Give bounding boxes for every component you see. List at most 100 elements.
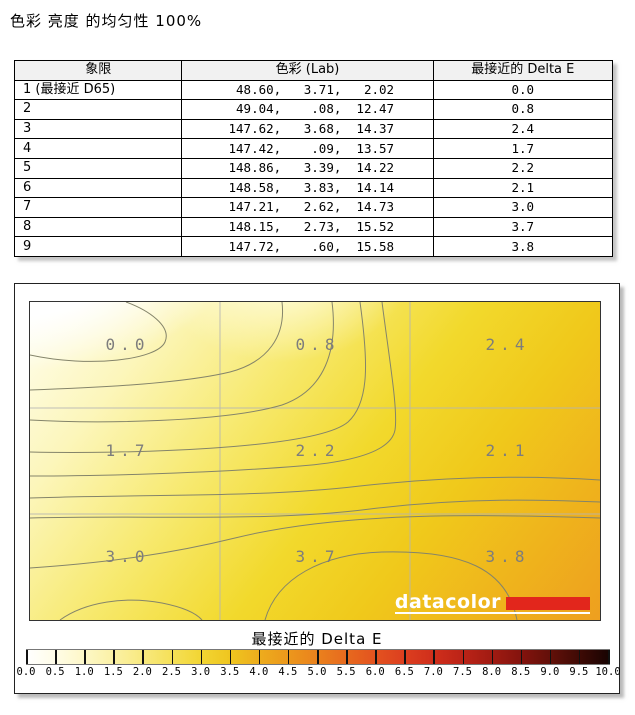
colorbar-tick [404,650,406,664]
table-cell-de: 2.4 [432,118,614,140]
colorbar-tick-label: 9.5 [569,666,589,678]
table-cell-de: 0.0 [432,79,614,101]
heatmap-cell: 0.0 [30,302,220,408]
colorbar-tick [258,650,261,664]
table-cell-quad: 6 [13,177,183,199]
table-cell-de: 3.0 [432,197,614,218]
colorbar-tick [317,650,319,664]
heatmap-cell-value: 0.8 [295,334,340,354]
contour-plot: 0.0 0.8 2.4 1.7 2.2 2.1 3.0 3.7 3.8 datacolor [29,301,601,621]
table-cell-lab: 147.62, 3.68, 14.37 [181,118,434,140]
heatmap-cell: 1.7 [30,408,220,514]
colorbar-title: 最接近的 Delta E [251,630,383,648]
heatmap-cell-value: 3.0 [105,546,150,566]
colorbar-tick [549,650,552,664]
colorbar-tick [84,650,86,664]
colorbar-tick [462,650,464,664]
heatmap-cell: 3.7 [220,514,410,620]
table-cell-quad: 5 [13,157,183,179]
colorbar-tick-label: 2.0 [132,666,152,678]
table-cell-quad: 3 [13,118,183,140]
colorbar-tick-label: 3.5 [220,666,240,678]
uniformity-table: 象限 色彩 (Lab) 最接近的 Delta E 1 (最接近 D65) 48.… [13,60,614,257]
table-header-delta-e: 最接近的 Delta E [432,60,614,81]
uniformity-table-body: 1 (最接近 D65) 48.60, 3.71, 2.02 0.0 2 49.04,… [13,79,614,257]
colorbar-tick-label: 4.5 [278,666,298,678]
colorbar-tick-label: 10.0 [595,666,621,678]
table-cell-quad: 2 [13,99,183,120]
colorbar-tick [287,650,290,664]
table-row: 7 147.21, 2.62, 14.73 3.0 [13,197,614,218]
table-header-lab: 色彩 (Lab) [181,60,434,81]
colorbar-tick-label: 0.0 [16,666,36,678]
colorbar-gradient [26,649,610,665]
table-row: 4 147.42, .09, 13.57 1.7 [13,138,614,159]
colorbar-tick-label: 2.5 [162,666,181,678]
table-cell-lab: 147.21, 2.62, 14.73 [181,197,434,218]
colorbar-tick [578,650,581,664]
table-row: 1 (最接近 D65) 48.60, 3.71, 2.02 0.0 [13,79,614,101]
table-cell-de: 3.7 [432,216,614,238]
table-row: 5 148.86, 3.39, 14.22 2.2 [13,157,614,179]
heatmap-cell: 2.4 [410,302,600,408]
table-header-quadrant: 象限 [13,60,183,81]
colorbar-tick [375,650,377,664]
heatmap-cell: 3.8 [410,514,600,620]
heatmap-cell-value: 1.7 [105,440,150,460]
colorbar-tick [433,650,435,664]
table-row: 3 147.62, 3.68, 14.37 2.4 [13,118,614,140]
datacolor-logo-red-bar [506,597,590,610]
colorbar-tick [200,650,203,664]
heatmap-panel: 0.0 0.8 2.4 1.7 2.2 2.1 3.0 3.7 3.8 datacolor 最接… [14,283,621,694]
table-cell-lab: 148.58, 3.83, 14.14 [181,177,434,199]
colorbar-tick [491,650,494,664]
table-cell-de: 2.1 [432,177,614,199]
table-cell-lab: 49.04, .08, 12.47 [181,99,434,120]
colorbar-tick [346,650,348,664]
colorbar-tick [113,650,115,664]
colorbar-tick-label: 7.5 [453,666,472,678]
table-cell-quad: 1 (最接近 D65) [13,79,183,101]
table-header-row: 象限 色彩 (Lab) 最接近的 Delta E [13,60,614,81]
heatmap-cell-value: 3.8 [485,546,530,566]
colorbar-tick [171,650,173,664]
table-cell-de: 0.8 [432,99,614,120]
table-cell-quad: 8 [13,216,183,238]
table-cell-quad: 4 [13,138,183,159]
colorbar-tick [229,650,232,664]
table-cell-lab: 147.42, .09, 13.57 [181,138,434,159]
table-cell-de: 2.2 [432,157,614,179]
page-title: 色彩 亮度 的均匀性 100% [10,12,203,30]
heatmap-cell: 2.1 [410,408,600,514]
colorbar-tick-label: 1.0 [74,666,94,678]
colorbar-tick-label: 1.5 [103,666,123,678]
heatmap-cell-value: 2.1 [485,440,530,460]
colorbar-tick-label: 0.5 [45,666,65,678]
heatmap-cell: 0.8 [220,302,410,408]
table-row: 8 148.15, 2.73, 15.52 3.7 [13,216,614,238]
colorbar-tick [55,650,57,664]
contour-lines [30,302,600,620]
contour-lines-layer [30,302,600,620]
colorbar-tick-labels: 0.0 0.5 1.0 1.5 2.0 2.5 3.0 3.5 4.0 4.5 5.0 5.5 6.0 6… [17,666,621,680]
table-cell-lab: 48.60, 3.71, 2.02 [181,79,434,101]
table-row: 6 148.58, 3.83, 14.14 2.1 [13,177,614,199]
table-cell-de: 3.8 [432,236,614,257]
colorbar-tick-label: 9.0 [540,666,560,678]
quadrant-value-grid: 0.0 0.8 2.4 1.7 2.2 2.1 3.0 3.7 3.8 [30,302,600,620]
table-cell-quad: 7 [13,197,183,218]
table-row: 2 49.04, .08, 12.47 0.8 [13,99,614,120]
heatmap-cell: 3.0 [30,514,220,620]
colorbar-tick-label: 8.5 [511,666,531,678]
table-cell-lab: 148.86, 3.39, 14.22 [181,157,434,179]
datacolor-logo: datacolor [394,593,590,614]
colorbar-tick [608,650,610,664]
colorbar-tick-label: 6.5 [394,666,414,678]
heatmap-cell-value: 0.0 [105,334,150,354]
heatmap-cell-value: 3.7 [295,546,340,566]
colorbar-tick-label: 5.5 [336,666,356,678]
colorbar-tick [26,650,28,664]
heatmap-cell-value: 2.4 [485,334,530,354]
heatmap-cell: 2.2 [220,408,410,514]
